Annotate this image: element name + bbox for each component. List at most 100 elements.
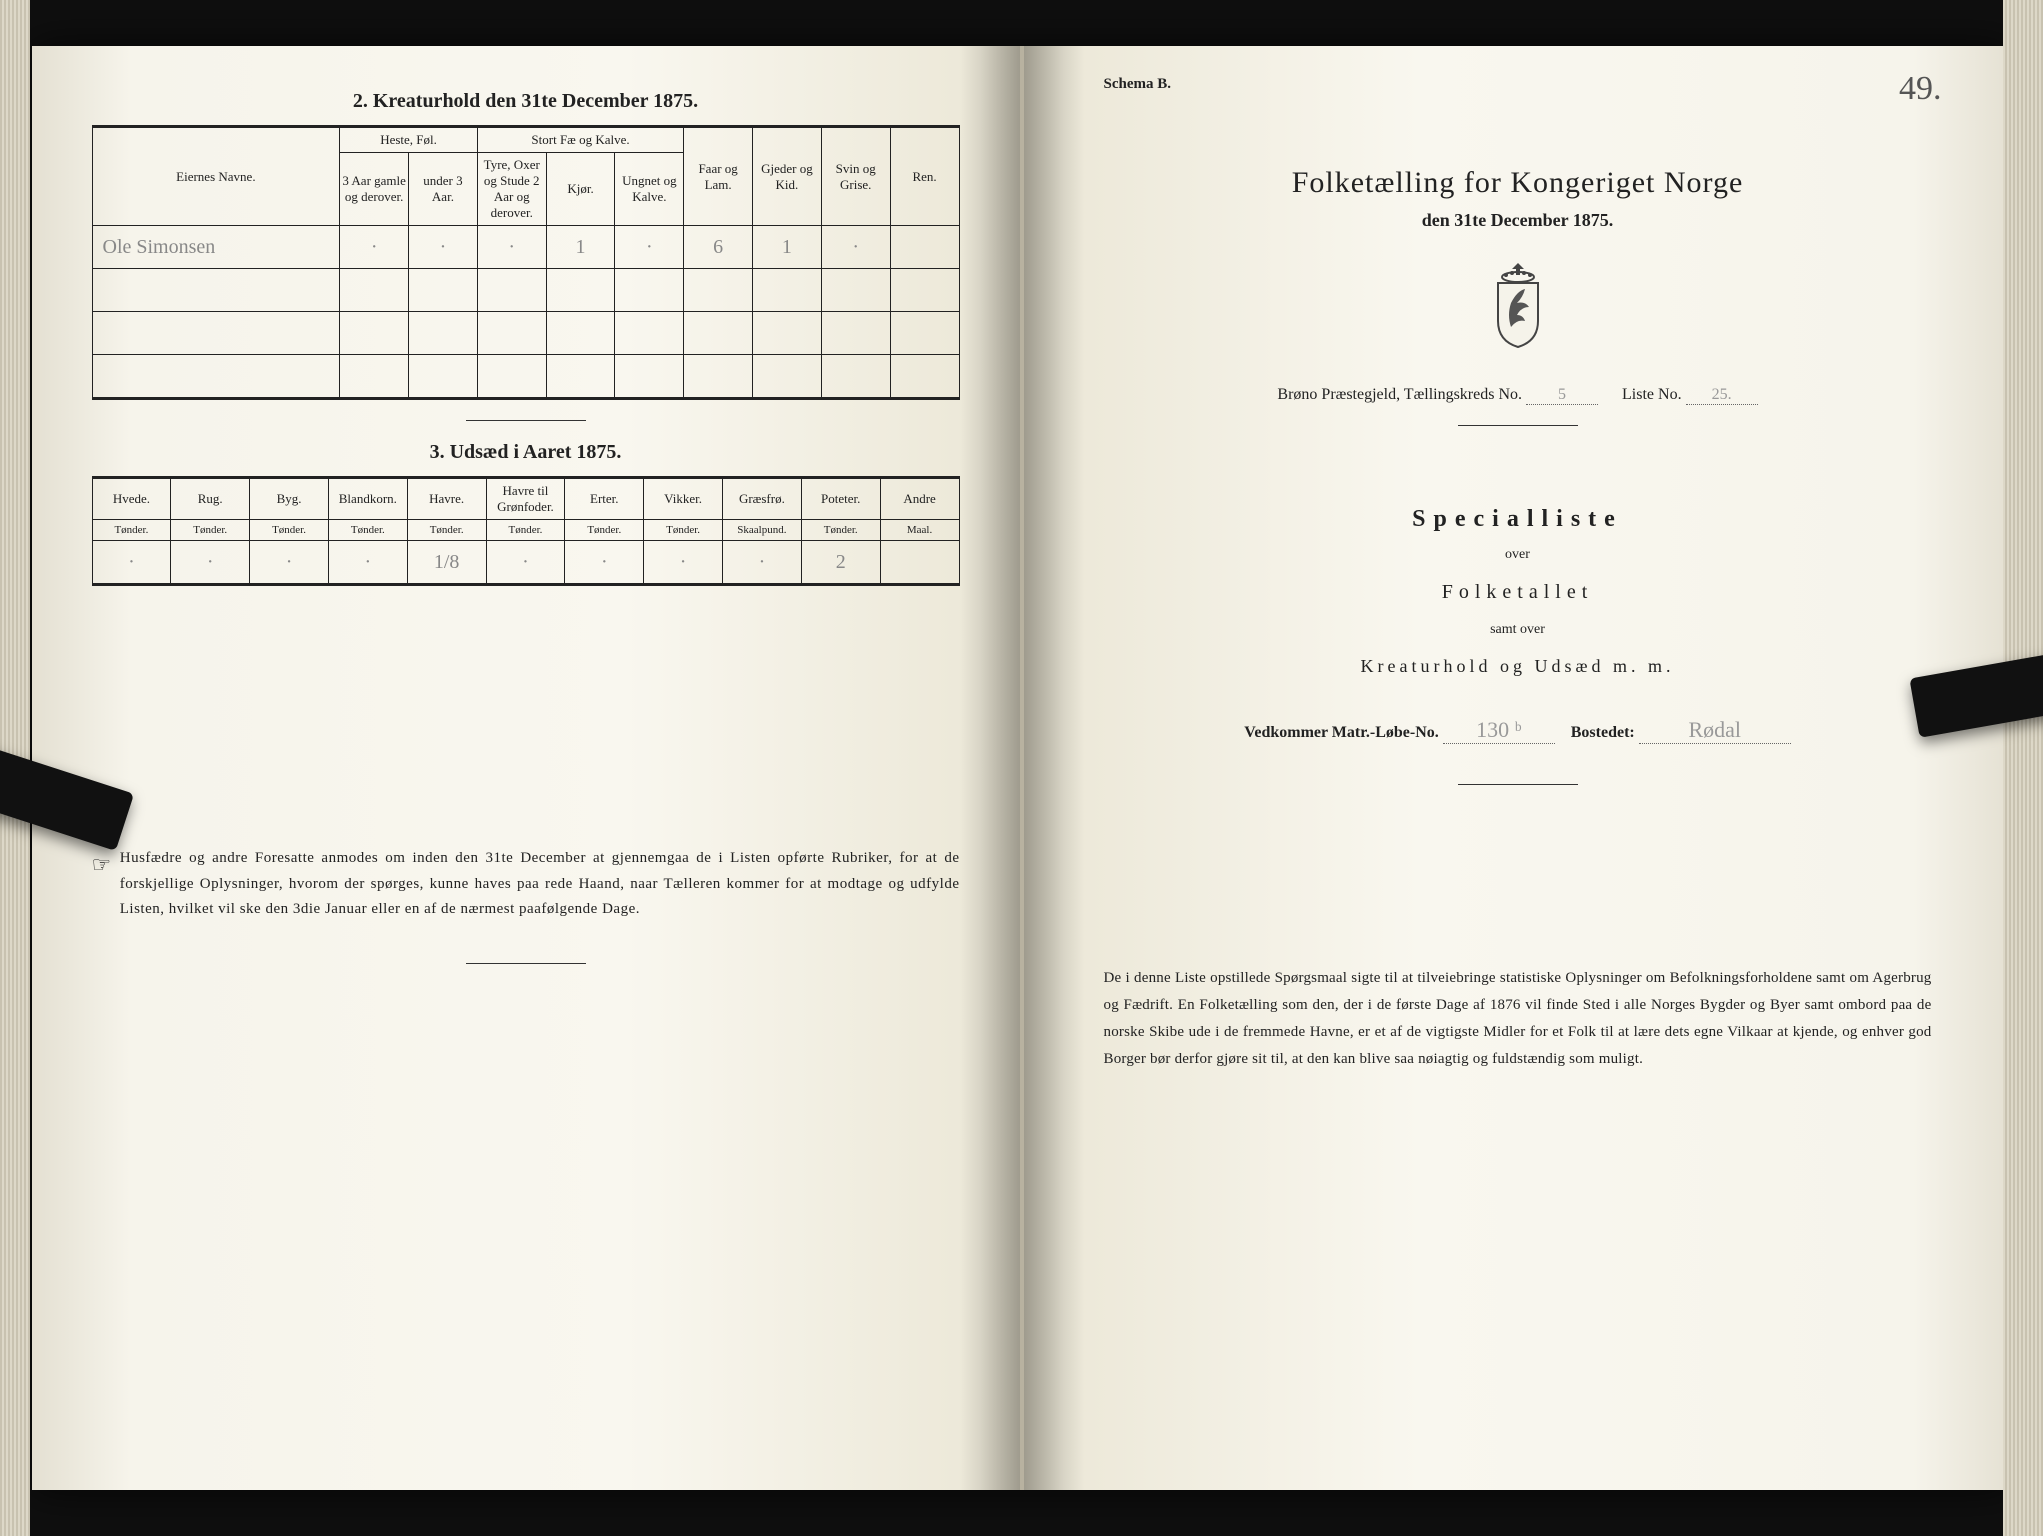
divider — [466, 963, 586, 964]
cell-name: Ole Simonsen — [92, 226, 340, 269]
section2-title: 2. Kreaturhold den 31te December 1875. — [92, 90, 960, 113]
col-unit: Tønder. — [407, 520, 486, 541]
liste-value: 25. — [1686, 386, 1758, 405]
gutter-shadow — [960, 46, 1020, 1490]
cell: · — [92, 541, 171, 585]
col-header: Andre — [880, 478, 959, 520]
instruction-note: ☞ Husfædre og andre Foresatte anmodes om… — [92, 846, 960, 923]
kreaturhold-table: Eiernes Navne. Heste, Føl. Stort Fæ og K… — [92, 125, 960, 400]
tallingskreds-value: 5 — [1526, 386, 1598, 405]
cell: · — [821, 226, 890, 269]
col-header: Havre. — [407, 478, 486, 520]
table-row: Ole Simonsen · · · 1 · 6 1 · — [92, 226, 959, 269]
folketallet-label: Folketallet — [1084, 581, 1952, 604]
col-unit: Tønder. — [801, 520, 880, 541]
coat-of-arms-icon — [1084, 261, 1952, 356]
kreaturhold-label: Kreaturhold og Udsæd m. m. — [1084, 656, 1952, 677]
col-ren: Ren. — [890, 127, 959, 226]
gutter-shadow — [1024, 46, 1084, 1490]
liste-label: Liste No. — [1622, 386, 1682, 403]
cell: · — [723, 541, 802, 585]
udsaed-table: Hvede.Rug.Byg.Blandkorn.Havre.Havre til … — [92, 476, 960, 586]
col-stortfae: Stort Fæ og Kalve. — [477, 127, 683, 153]
sub-stort-2: Kjør. — [546, 153, 615, 226]
matr-value: 130 ᵇ — [1443, 717, 1555, 744]
col-header: Byg. — [250, 478, 329, 520]
explanatory-note: De i denne Liste opstillede Spørgsmaal s… — [1084, 965, 1952, 1073]
cell — [880, 541, 959, 585]
col-header: Græsfrø. — [723, 478, 802, 520]
cell — [890, 226, 959, 269]
col-header: Poteter. — [801, 478, 880, 520]
col-unit: Tønder. — [486, 520, 565, 541]
instruction-text: Husfædre og andre Foresatte anmodes om i… — [120, 846, 960, 923]
col-unit: Maal. — [880, 520, 959, 541]
col-heste: Heste, Føl. — [340, 127, 478, 153]
col-unit: Tønder. — [644, 520, 723, 541]
bosted-label: Bostedet: — [1571, 724, 1635, 741]
matr-line: Vedkommer Matr.-Løbe-No. 130 ᵇ Bostedet:… — [1084, 717, 1952, 744]
col-header: Erter. — [565, 478, 644, 520]
col-gjeder: Gjeder og Kid. — [753, 127, 822, 226]
page-number: 49. — [1899, 70, 1942, 108]
divider — [466, 420, 586, 421]
col-unit: Tønder. — [565, 520, 644, 541]
bosted-value: Rødal — [1639, 717, 1791, 744]
over-label: over — [1084, 547, 1952, 563]
cell: · — [250, 541, 329, 585]
cell: 6 — [684, 226, 753, 269]
col-unit: Tønder. — [250, 520, 329, 541]
matr-label: Vedkommer Matr.-Løbe-No. — [1244, 724, 1439, 741]
cell: · — [477, 226, 546, 269]
page-stack-right — [2003, 0, 2043, 1536]
cell: · — [328, 541, 407, 585]
cell: · — [644, 541, 723, 585]
col-header: Vikker. — [644, 478, 723, 520]
table-row — [92, 269, 959, 312]
cell: · — [340, 226, 409, 269]
cell: 1 — [753, 226, 822, 269]
section3-title: 3. Udsæd i Aaret 1875. — [92, 441, 960, 464]
col-eiernes: Eiernes Navne. — [92, 127, 340, 226]
col-faar: Faar og Lam. — [684, 127, 753, 226]
census-title: Folketælling for Kongeriget Norge — [1084, 166, 1952, 200]
col-unit: Skaalpund. — [723, 520, 802, 541]
table-units-row: Tønder.Tønder.Tønder.Tønder.Tønder.Tønde… — [92, 520, 959, 541]
left-page: 2. Kreaturhold den 31te December 1875. E… — [32, 46, 1022, 1490]
table-header-row: Hvede.Rug.Byg.Blandkorn.Havre.Havre til … — [92, 478, 959, 520]
col-header: Havre til Grønfoder. — [486, 478, 565, 520]
sub-stort-3: Ungnet og Kalve. — [615, 153, 684, 226]
col-header: Blandkorn. — [328, 478, 407, 520]
sub-stort-1: Tyre, Oxer og Stude 2 Aar og derover. — [477, 153, 546, 226]
sub-heste-1: 3 Aar gamle og derover. — [340, 153, 409, 226]
page-spread: 2. Kreaturhold den 31te December 1875. E… — [32, 46, 2012, 1490]
right-page: Schema B. 49. Folketælling for Kongerige… — [1022, 46, 2012, 1490]
cell: · — [409, 226, 478, 269]
census-subtitle: den 31te December 1875. — [1084, 210, 1952, 231]
cell: 2 — [801, 541, 880, 585]
cell: 1 — [546, 226, 615, 269]
specialliste-heading: Specialliste — [1084, 506, 1952, 533]
parish-line: Brøno Præstegjeld, Tællingskreds No. 5 L… — [1084, 386, 1952, 405]
cell: · — [486, 541, 565, 585]
col-unit: Tønder. — [92, 520, 171, 541]
pointing-hand-icon: ☞ — [92, 846, 112, 923]
parish-label: Brøno Præstegjeld, Tællingskreds No. — [1277, 386, 1522, 403]
cell: 1/8 — [407, 541, 486, 585]
col-unit: Tønder. — [328, 520, 407, 541]
cell: · — [615, 226, 684, 269]
cell: · — [171, 541, 250, 585]
col-svin: Svin og Grise. — [821, 127, 890, 226]
book-scan: 2. Kreaturhold den 31te December 1875. E… — [0, 0, 2043, 1536]
cell: · — [565, 541, 644, 585]
table-row: ····1/8····2 — [92, 541, 959, 585]
sub-heste-2: under 3 Aar. — [409, 153, 478, 226]
col-unit: Tønder. — [171, 520, 250, 541]
schema-label: Schema B. — [1104, 76, 1172, 93]
table-row — [92, 355, 959, 399]
samt-label: samt over — [1084, 622, 1952, 638]
divider — [1458, 425, 1578, 426]
table-row — [92, 312, 959, 355]
col-header: Rug. — [171, 478, 250, 520]
divider — [1458, 784, 1578, 785]
